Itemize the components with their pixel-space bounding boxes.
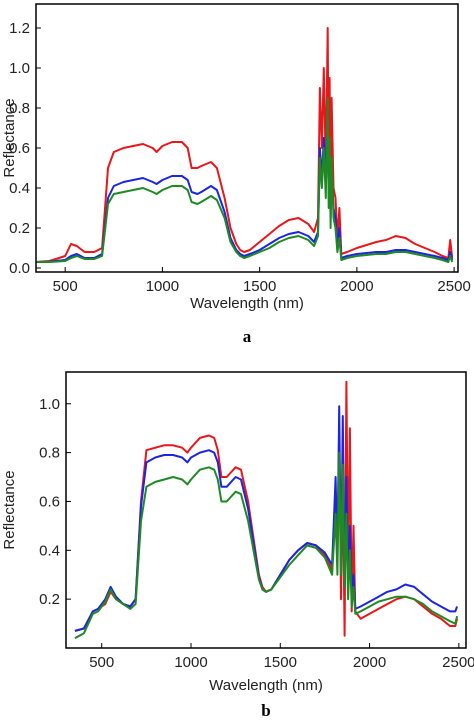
x-axis-label: Wavelength (nm) <box>209 677 323 694</box>
y-axis-label: Reflectance <box>1 98 18 177</box>
series-line-3 <box>74 451 459 640</box>
series-line-1 <box>35 27 454 263</box>
x-tick-label: 2500 <box>437 278 470 295</box>
x-tick-label: 2500 <box>442 654 474 671</box>
y-axis-label: Reflectance <box>1 470 18 549</box>
x-tick-label: 2000 <box>340 278 373 295</box>
x-tick-label: 500 <box>53 278 78 295</box>
x-axis-label: Wavelength (nm) <box>190 295 304 312</box>
y-tick-label: 0.8 <box>9 100 30 117</box>
plot-frame <box>65 371 467 649</box>
x-tick-label: 500 <box>89 654 114 671</box>
x-tick-label: 1500 <box>264 654 297 671</box>
plot-frame <box>35 3 459 273</box>
y-tick-label: 0.2 <box>9 220 30 237</box>
x-tick-label: 2000 <box>353 654 386 671</box>
y-tick-label: 0.6 <box>9 140 30 157</box>
x-tick-label: 1000 <box>146 278 179 295</box>
x-tick-label: 1500 <box>243 278 276 295</box>
y-tick-label: 1.0 <box>39 396 60 413</box>
y-tick-label: 0.2 <box>39 591 60 608</box>
y-tick-label: 0.8 <box>39 445 60 462</box>
series-line-2 <box>35 107 454 263</box>
x-tick-label: 1000 <box>174 654 207 671</box>
y-tick-label: 0.6 <box>39 493 60 510</box>
series-line-3 <box>36 97 454 263</box>
chart-panel-a: 500 1000 1500 2000 2500 0.0 0.2 0.4 0.6 0.8 1.0 1.2… <box>1 3 471 346</box>
y-tick-label: 0.4 <box>9 180 30 197</box>
panel-label: a <box>243 327 252 346</box>
y-tick-label: 1.0 <box>9 60 30 77</box>
panel-label: b <box>261 701 270 720</box>
chart-panel-b: 500 1000 1500 2000 2500 0.2 0.4 0.6 0.8 1.0 Wavele… <box>1 371 474 720</box>
y-tick-label: 1.2 <box>9 20 30 37</box>
y-tick-label: 0.0 <box>9 260 30 277</box>
y-tick-label: 0.4 <box>39 542 60 559</box>
